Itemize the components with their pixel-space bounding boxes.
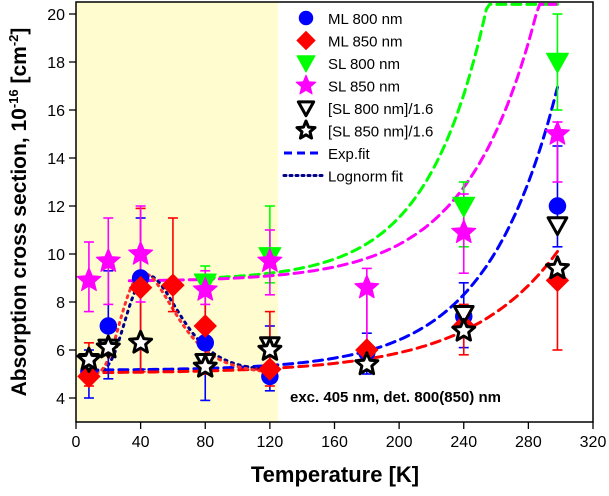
x-tick-label: 120 — [257, 434, 284, 451]
y-axis-label-exp: -16 — [6, 89, 21, 108]
point-sl-800-nm-1-6 — [546, 216, 569, 237]
legend-label-dotted-fit: Lognorm fit — [328, 169, 404, 186]
point-sl-850-nm — [544, 120, 570, 145]
legend: ML 800 nm ML 850 nm SL 800 nm SL 850 nm [SL … — [282, 10, 433, 186]
y-tick-label: 8 — [56, 295, 65, 312]
x-axis-label: Temperature [K] — [251, 462, 419, 487]
point-sl-850-nm-1-6 — [192, 353, 218, 378]
x-tick-label: 280 — [515, 434, 542, 451]
point-ml-850-nm — [161, 273, 185, 297]
legend-marker-sl-850-nm-1-6 — [295, 119, 317, 140]
data-markers — [76, 52, 570, 389]
point-sl-850-nm — [354, 274, 380, 299]
point-sl-850-nm — [451, 219, 477, 244]
shaded-region — [76, 2, 278, 422]
point-sl-850-nm — [95, 248, 121, 272]
x-tick-label: 160 — [321, 434, 348, 451]
y-tick-label: 6 — [56, 343, 65, 360]
y-tick-label: 16 — [47, 103, 65, 120]
point-sl-850-nm-1-6 — [545, 255, 570, 280]
x-tick-label: 40 — [132, 434, 150, 451]
legend-marker-ml-850-nm — [296, 30, 316, 51]
legend-label-sl-800-nm-1-6: [SL 800 nm]/1.6 — [328, 101, 433, 118]
legend-marker-sl-800-nm-1-6 — [296, 100, 316, 118]
point-ml-800-nm — [99, 317, 118, 335]
y-tick-label: 20 — [47, 7, 65, 24]
point-sl-850-nm — [128, 240, 154, 265]
point-ml-850-nm — [128, 275, 153, 300]
x-tick-label: 200 — [386, 434, 413, 451]
point-sl-850-nm-1-6 — [128, 329, 154, 354]
x-tick-label: 0 — [72, 434, 81, 451]
point-sl-850-nm — [257, 248, 283, 272]
point-sl-800-nm — [545, 52, 569, 74]
point-ml-850-nm — [258, 357, 282, 381]
point-ml-850-nm — [193, 314, 217, 338]
legend-label-sl-850-nm: SL 850 nm — [328, 79, 400, 96]
exp-fit-curve — [203, 2, 559, 280]
y-tick-label: 14 — [47, 151, 65, 168]
y-axis-label-unit-exp: -2 — [6, 35, 21, 47]
point-ml-800-nm — [548, 197, 567, 215]
legend-marker-sl-800-nm — [296, 55, 316, 73]
y-tick-label: 18 — [47, 55, 65, 72]
x-tick-label: 80 — [196, 434, 214, 451]
lognorm-fit-curve — [87, 271, 272, 376]
point-sl-850-nm-1-6 — [257, 336, 283, 361]
y-tick-label: 4 — [56, 391, 65, 408]
y-axis-label: Absorption cross section, 10-16 [cm-2] — [6, 28, 31, 397]
legend-label-sl-800-nm: SL 800 nm — [328, 56, 400, 73]
point-sl-850-nm-1-6 — [95, 334, 121, 359]
annotation-text: exc. 405 nm, det. 800(850) nm — [290, 389, 501, 406]
x-tick-label: 240 — [450, 434, 477, 451]
y-axis-label-main: Absorption cross section, 10 — [8, 108, 31, 396]
point-sl-850-nm — [76, 267, 102, 292]
exp-fit-curve — [127, 2, 558, 283]
exp-fit-curve — [87, 85, 559, 372]
legend-marker-ml-800-nm — [298, 10, 314, 26]
y-axis-label-unit: [cm — [8, 46, 31, 89]
legend-label-ml-800-nm: ML 800 nm — [328, 11, 402, 28]
point-sl-850-nm-1-6 — [76, 346, 102, 371]
point-sl-800-nm-1-6 — [452, 305, 475, 325]
exp-fit-curve — [87, 250, 559, 375]
x-tick-label: 320 — [580, 434, 607, 451]
y-tick-label: 10 — [47, 247, 65, 264]
legend-label-dashed-fit: Exp.fit — [328, 146, 371, 163]
legend-label-ml-850-nm: ML 850 nm — [328, 34, 402, 51]
point-sl-850-nm-1-6 — [451, 317, 477, 342]
point-sl-850-nm — [192, 276, 218, 301]
legend-label-sl-850-nm-1-6: [SL 850 nm]/1.6 — [328, 124, 433, 141]
y-axis-label-close: ] — [8, 28, 31, 35]
y-tick-label: 12 — [47, 199, 65, 216]
point-sl-850-nm-1-6 — [354, 351, 380, 376]
legend-marker-sl-850-nm — [295, 74, 317, 95]
point-sl-800-nm — [452, 196, 476, 218]
axis-ticks: 0 40 80 120 160 200 240 280 320 4 6 8 10 12 14 16 18 20 — [47, 7, 606, 451]
point-ml-850-nm — [77, 364, 101, 389]
